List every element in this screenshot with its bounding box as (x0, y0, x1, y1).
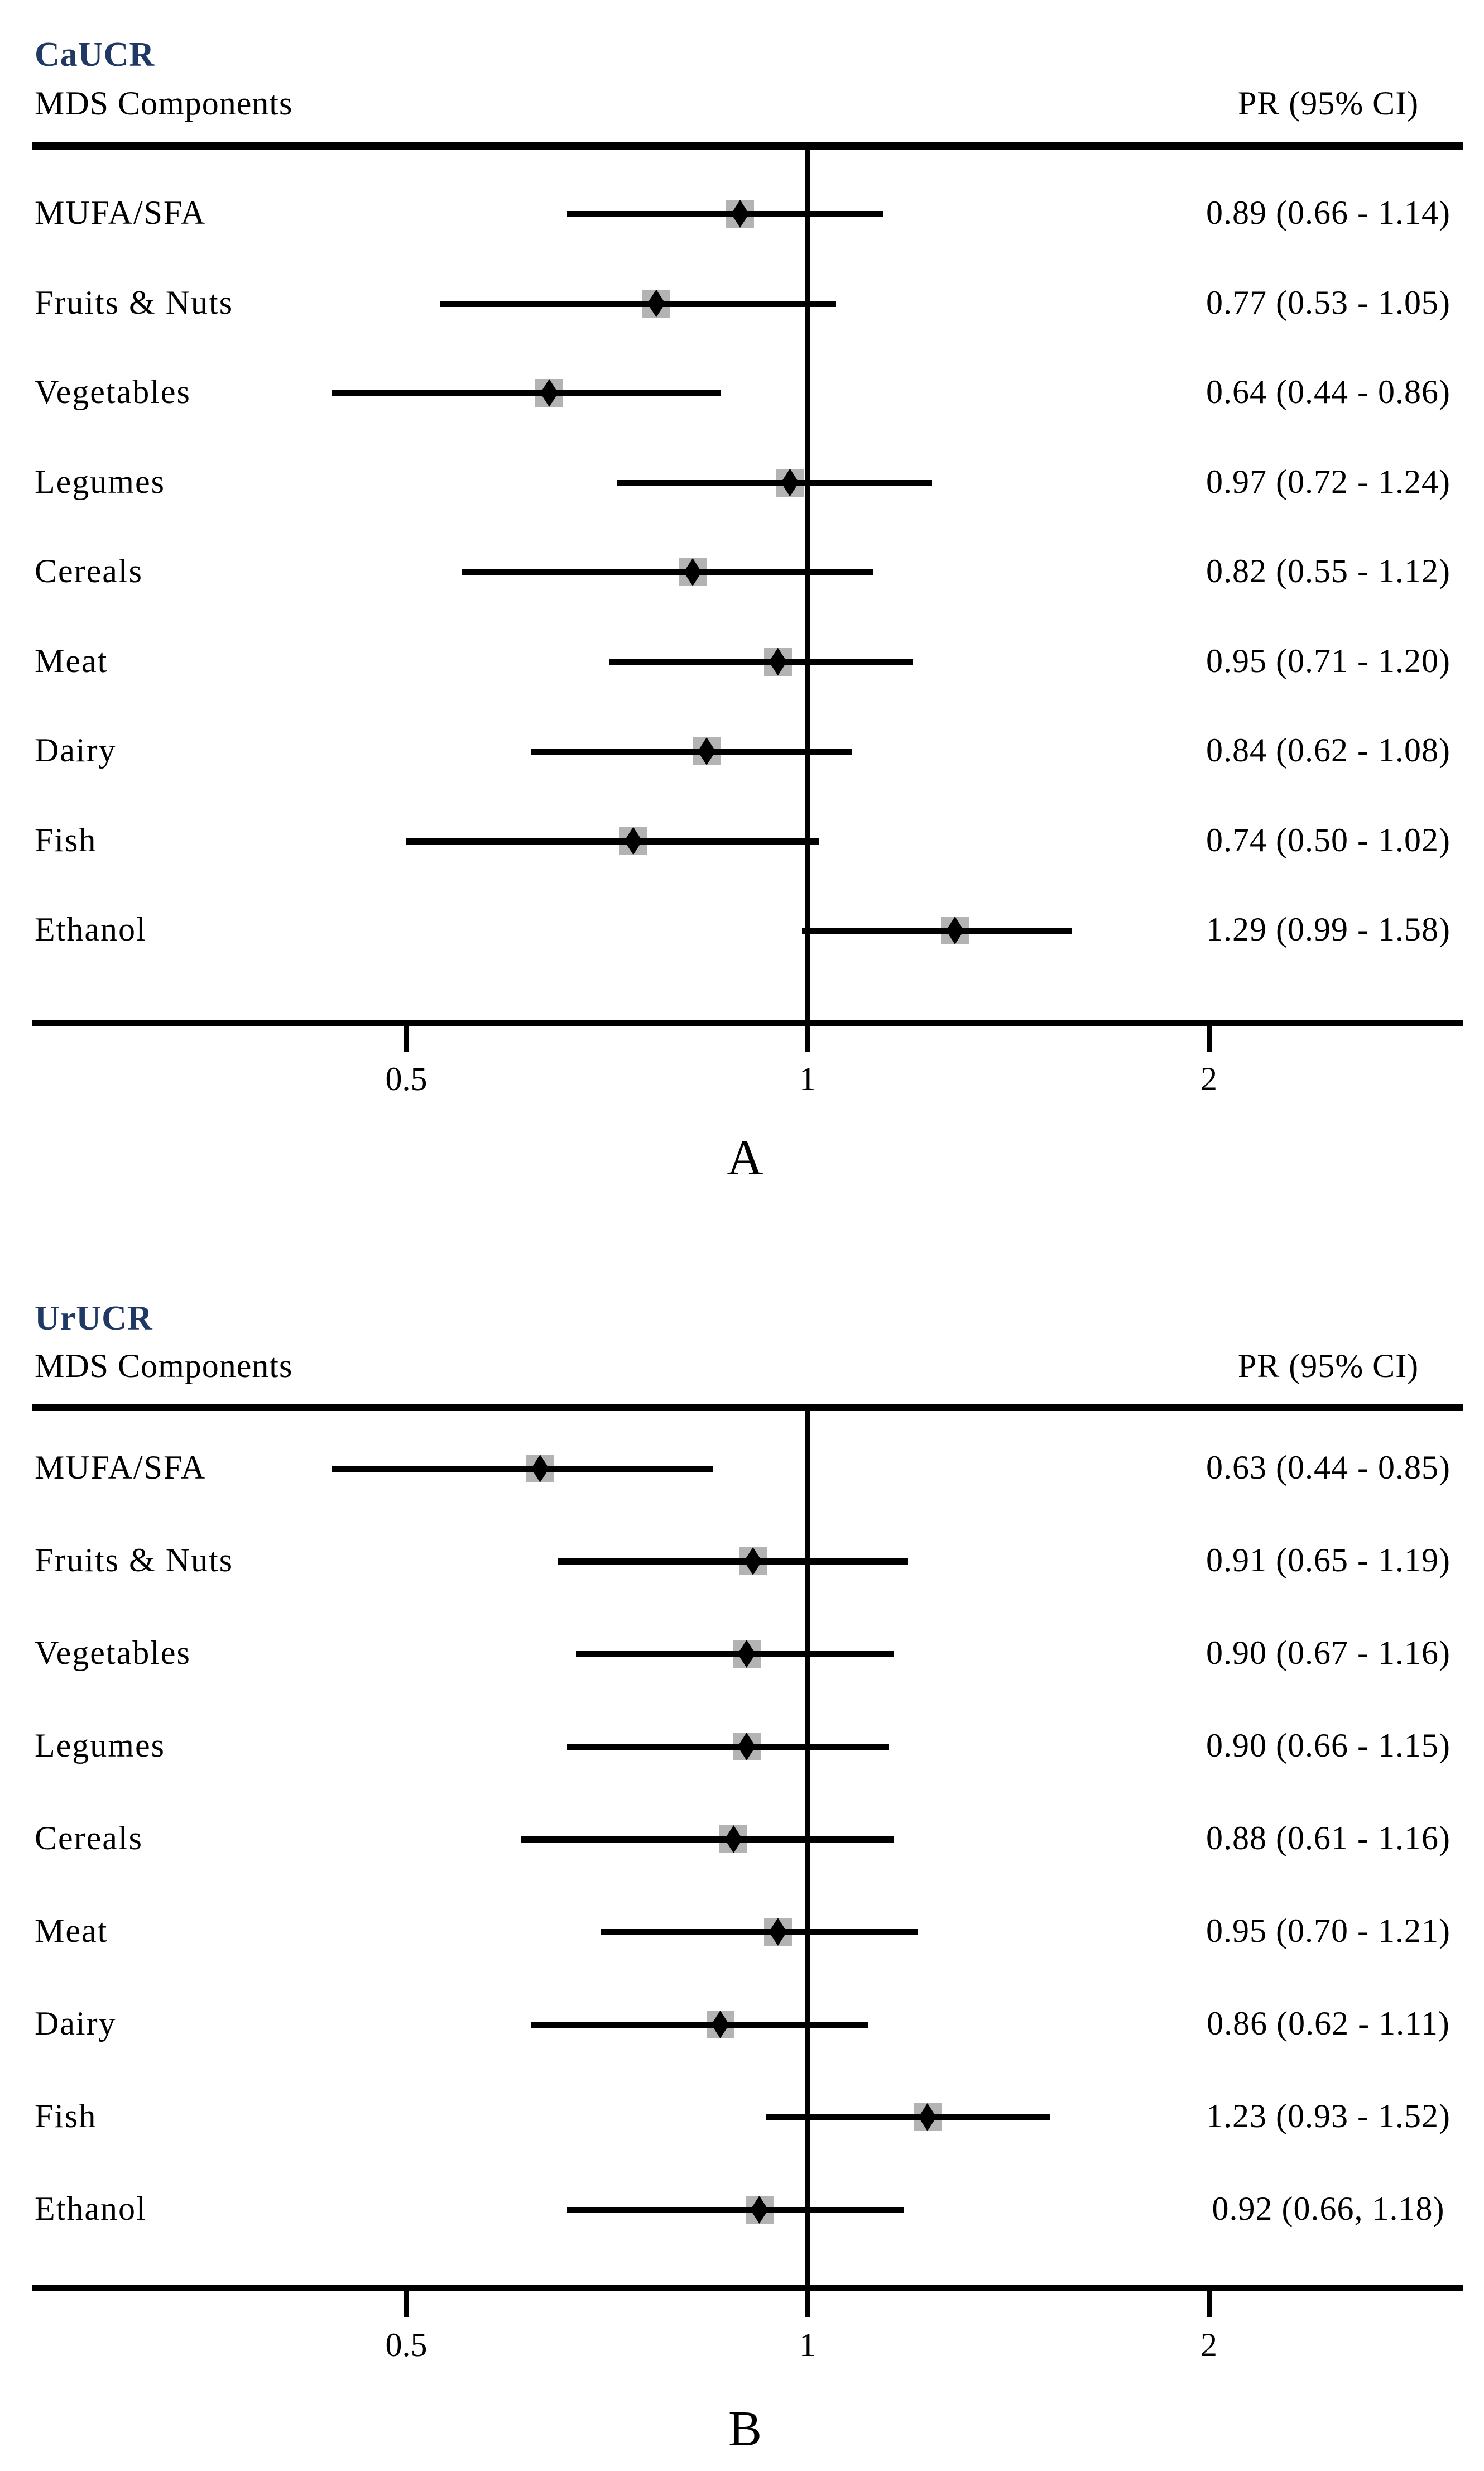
pr-ci-value: 0.90 (0.67 - 1.16) (1206, 1634, 1451, 1671)
pr-ci-value: 0.64 (0.44 - 0.86) (1206, 373, 1451, 410)
row-label: Fruits & Nuts (35, 1542, 234, 1578)
row-label: Cereals (35, 1820, 143, 1856)
pr-ci-value: 0.88 (0.61 - 1.16) (1206, 1820, 1451, 1856)
ci-line (609, 659, 914, 665)
pr-ci-value: 1.23 (0.93 - 1.52) (1206, 2098, 1451, 2134)
reference-line-at-1 (805, 150, 810, 1026)
panel-letter-b: B (728, 2401, 762, 2456)
ci-line (521, 1836, 894, 1843)
pr-ci-value: 0.77 (0.53 - 1.05) (1206, 284, 1451, 321)
panel-title-urucr: UrUCR (35, 1299, 153, 1338)
row-label: Meat (35, 642, 108, 679)
axis-tick (805, 2291, 810, 2317)
row-label: Dairy (35, 732, 117, 769)
row-label: MUFA/SFA (35, 1449, 206, 1486)
pr-ci-value: 0.95 (0.70 - 1.21) (1206, 1912, 1451, 1949)
axis-tick (1207, 2291, 1212, 2317)
ci-line (406, 838, 819, 845)
pr-ci-value: 0.82 (0.55 - 1.12) (1206, 553, 1451, 589)
pr-ci-value: 0.92 (0.66, 1.18) (1212, 2190, 1445, 2227)
ci-line (566, 1744, 889, 1750)
reference-line-at-1 (805, 1411, 810, 2291)
row-label: Fruits & Nuts (35, 284, 234, 321)
ci-line (765, 2114, 1050, 2120)
axis-tick-label: 2 (1200, 2326, 1217, 2363)
row-label: Legumes (35, 463, 165, 500)
row-label: Fish (35, 821, 97, 858)
row-label: Ethanol (35, 911, 147, 948)
column-header-pr-ci: PR (95% CI) (1237, 85, 1419, 122)
column-header-mds-components: MDS Components (35, 1347, 293, 1384)
pr-ci-value: 0.63 (0.44 - 0.85) (1206, 1449, 1451, 1486)
header-rule (32, 142, 1463, 150)
row-label: Vegetables (35, 373, 191, 410)
pr-ci-value: 0.97 (0.72 - 1.24) (1206, 463, 1451, 500)
axis-tick-label: 1 (799, 1061, 816, 1097)
row-label: Cereals (35, 553, 143, 589)
pr-ci-value: 0.95 (0.71 - 1.20) (1206, 642, 1451, 679)
row-label: Ethanol (35, 2190, 147, 2227)
ci-line (332, 1466, 714, 1472)
pr-ci-value: 0.74 (0.50 - 1.02) (1206, 821, 1451, 858)
panel-title-caucr: CaUCR (35, 36, 155, 74)
ci-line (566, 211, 883, 217)
ci-line (531, 749, 852, 755)
ci-line (617, 479, 933, 486)
axis-tick-label: 2 (1200, 1061, 1217, 1097)
ci-line (566, 2207, 904, 2213)
row-label: Dairy (35, 2005, 117, 2042)
row-label: Vegetables (35, 1634, 191, 1671)
axis-tick (404, 1026, 409, 1052)
header-rule (32, 1404, 1463, 1411)
ci-line (801, 928, 1073, 934)
ci-line (332, 390, 721, 396)
pr-ci-value: 0.89 (0.66 - 1.14) (1206, 194, 1451, 231)
column-header-mds-components: MDS Components (35, 85, 293, 122)
row-label: MUFA/SFA (35, 194, 206, 231)
pr-ci-value: 0.84 (0.62 - 1.08) (1206, 732, 1451, 769)
pr-ci-value: 0.91 (0.65 - 1.19) (1206, 1542, 1451, 1578)
axis-tick-label: 0.5 (385, 1061, 428, 1097)
ci-line (461, 569, 873, 575)
x-axis-line (32, 2285, 1463, 2291)
axis-tick-label: 1 (799, 2326, 816, 2363)
axis-tick (1207, 1026, 1212, 1052)
ci-line (531, 2022, 868, 2028)
ci-line (575, 1651, 894, 1657)
axis-tick-label: 0.5 (385, 2326, 428, 2363)
column-header-pr-ci: PR (95% CI) (1237, 1347, 1419, 1384)
row-label: Fish (35, 2098, 97, 2134)
pr-ci-value: 0.86 (0.62 - 1.11) (1207, 2005, 1450, 2042)
axis-tick (805, 1026, 810, 1052)
axis-tick (404, 2291, 409, 2317)
ci-line (558, 1558, 909, 1565)
row-label: Meat (35, 1912, 108, 1949)
pr-ci-value: 0.90 (0.66 - 1.15) (1206, 1727, 1451, 1764)
row-label: Legumes (35, 1727, 165, 1764)
x-axis-line (32, 1020, 1463, 1026)
ci-line (440, 300, 836, 307)
panel-letter-a: A (727, 1130, 763, 1186)
ci-line (601, 1929, 918, 1935)
pr-ci-value: 1.29 (0.99 - 1.58) (1206, 911, 1451, 948)
